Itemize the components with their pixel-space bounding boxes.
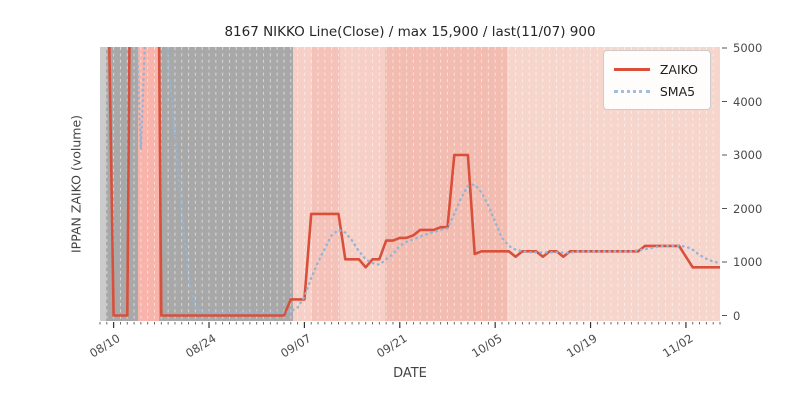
y-tick-label: 1000 — [733, 255, 763, 269]
tick-marks — [99, 47, 727, 328]
date-band — [138, 47, 159, 321]
plot-area: ZAIKO SMA5 — [99, 47, 727, 328]
chart-title: 8167 NIKKO Line(Close) / max 15,900 / la… — [224, 24, 596, 40]
date-band — [311, 47, 340, 321]
y-tick-label: 3000 — [733, 148, 763, 162]
sma5-line — [135, 47, 720, 314]
x-axis-title: DATE — [393, 366, 427, 381]
zaiko-line-swatch — [613, 67, 650, 71]
zaiko-line — [108, 47, 720, 317]
legend: ZAIKO SMA5 — [602, 50, 711, 110]
x-tick-label: 08/24 — [182, 331, 219, 361]
x-tick-label: 11/02 — [659, 331, 696, 361]
y-tick-label: 0 — [733, 308, 741, 323]
legend-item-zaiko: ZAIKO — [613, 58, 698, 80]
date-band — [384, 47, 507, 321]
x-tick-label: 10/05 — [469, 331, 505, 361]
y-tick-label: 2000 — [733, 201, 763, 216]
legend-item-sma5: SMA5 — [613, 80, 698, 102]
y-axis-title: IPPAN ZAIKO (volume) — [68, 114, 84, 254]
date-band — [106, 47, 293, 321]
x-tick-label: 09/07 — [278, 331, 314, 361]
date-band — [100, 47, 107, 321]
x-tick-label: 09/21 — [373, 331, 410, 361]
legend-label-sma5: SMA5 — [659, 83, 696, 99]
x-tick-label: 10/19 — [564, 331, 600, 361]
y-tick-label: 4000 — [733, 94, 763, 109]
y-tick-label: 5000 — [733, 41, 763, 55]
x-tick-label: 08/10 — [87, 331, 124, 361]
sma5-line-swatch — [613, 89, 650, 93]
date-band — [339, 47, 385, 321]
legend-label-zaiko: ZAIKO — [659, 61, 698, 77]
chart-canvas — [99, 47, 727, 328]
